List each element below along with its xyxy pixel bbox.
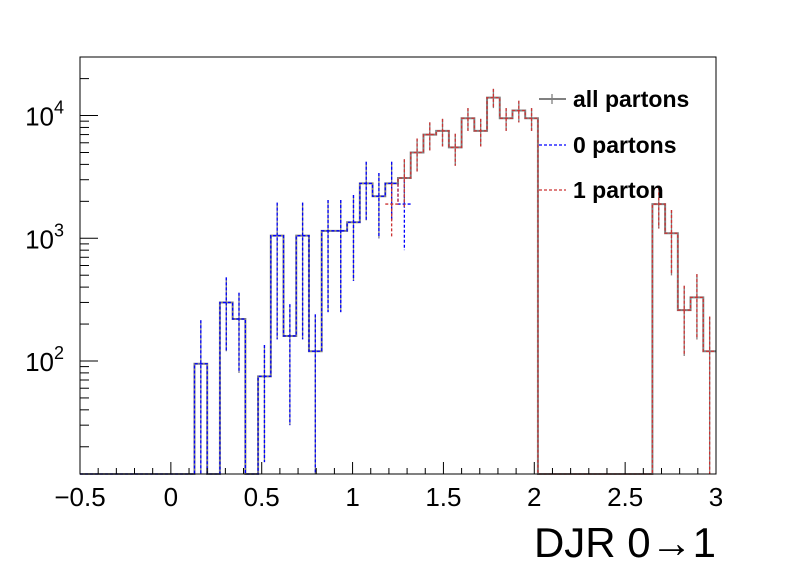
y-tick-label: 102 (25, 343, 64, 377)
legend-entry: 0 partons (539, 132, 677, 158)
x-axis-ticks: −0.5 0 0.5 1 1.5 2 2.5 3 (54, 462, 723, 512)
series-1-parton (385, 88, 716, 475)
series-layer (80, 88, 716, 475)
x-tick-label: −0.5 (54, 482, 105, 512)
x-tick-label: 0 (164, 482, 178, 512)
legend-label: all partons (573, 86, 689, 112)
y-axis-ticks: 102 103 104 (25, 56, 98, 448)
x-tick-label: 1 (345, 482, 359, 512)
series-0-partons (80, 161, 411, 475)
series-line (80, 182, 411, 475)
legend-label: 0 partons (573, 132, 677, 158)
legend-entry: 1 parton (539, 177, 664, 203)
x-axis-title: DJR 0→1 (534, 519, 716, 566)
x-tick-label: 2.5 (607, 482, 643, 512)
legend-label: 1 parton (573, 177, 664, 203)
x-tick-label: 2 (527, 482, 541, 512)
x-tick-label: 3 (709, 482, 723, 512)
legend: all partons 0 partons 1 parton (539, 86, 689, 203)
x-tick-label: 0.5 (244, 482, 280, 512)
y-tick-label: 104 (25, 98, 64, 132)
y-tick-label: 103 (25, 220, 64, 254)
legend-entry: all partons (539, 86, 689, 112)
series-line (385, 96, 716, 475)
x-tick-label: 1.5 (425, 482, 461, 512)
